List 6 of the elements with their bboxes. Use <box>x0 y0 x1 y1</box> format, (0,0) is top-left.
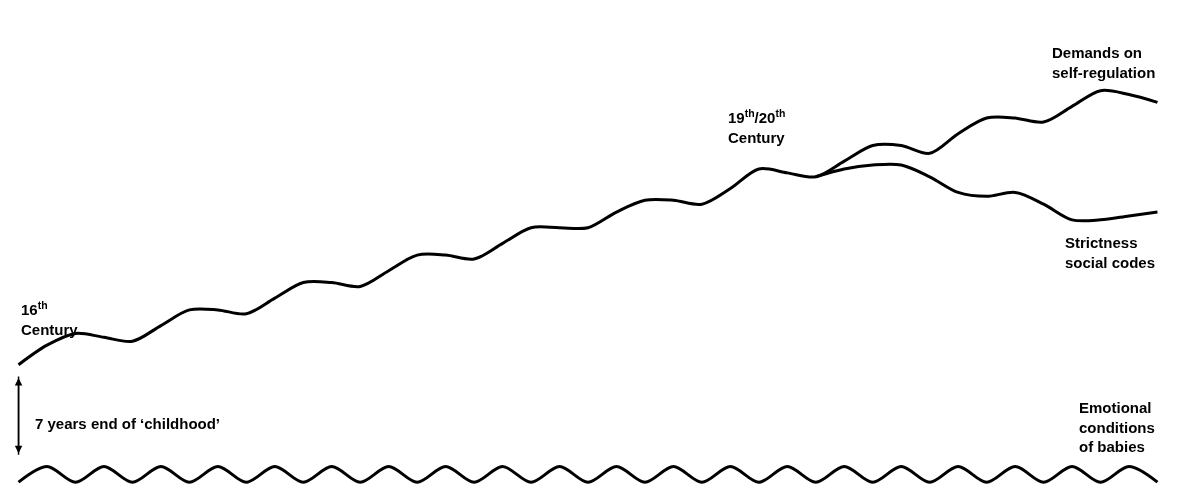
series-label: Emotional conditions of babies <box>1079 399 1155 455</box>
series-label: Demands on self-regulation <box>1052 44 1156 81</box>
annotation: 16$^{th}$ Century <box>21 299 79 338</box>
series-label: Strictness social codes <box>1065 234 1156 271</box>
annotation: 7 years end of ‘childhood’ <box>35 415 221 432</box>
annotation: 19$^{th}$/20$^{th}$ Century <box>728 107 786 146</box>
